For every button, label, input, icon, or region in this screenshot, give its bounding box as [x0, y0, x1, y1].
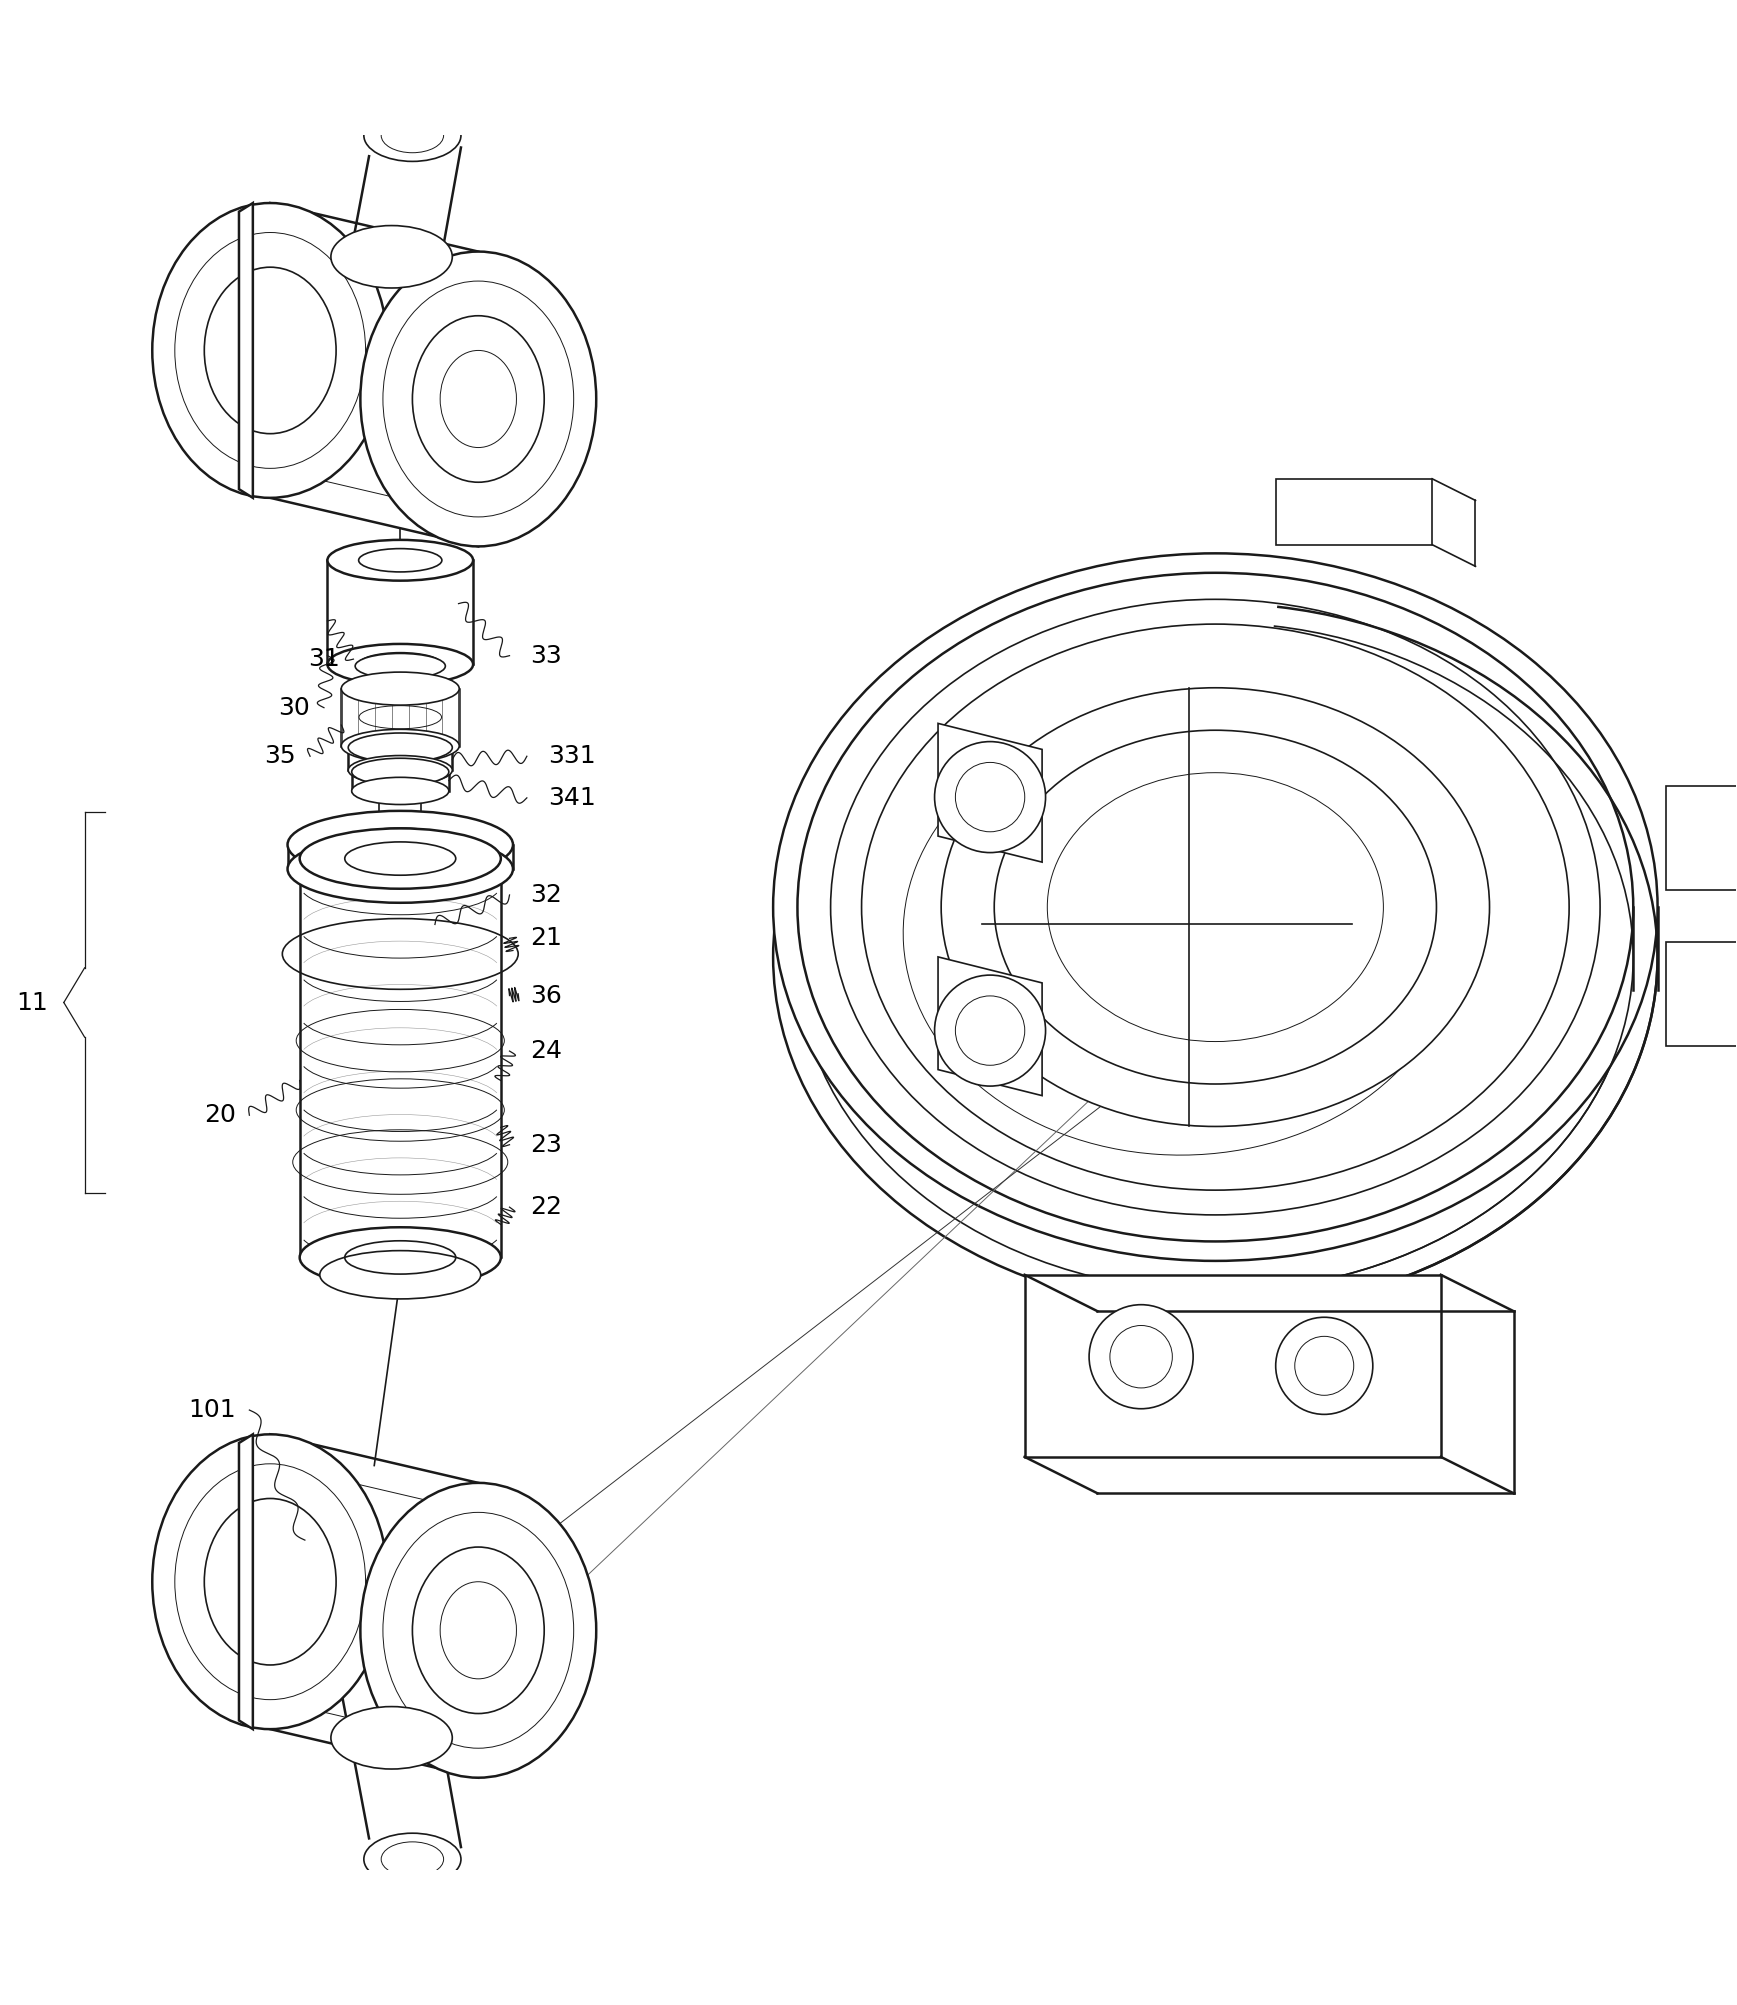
Ellipse shape [363, 110, 460, 160]
Ellipse shape [288, 836, 512, 902]
Ellipse shape [301, 828, 500, 888]
Ellipse shape [941, 688, 1490, 1127]
Text: 341: 341 [547, 786, 596, 810]
Ellipse shape [340, 672, 459, 706]
Text: 32: 32 [530, 882, 563, 906]
Ellipse shape [301, 1227, 500, 1287]
Ellipse shape [382, 281, 573, 517]
Polygon shape [1666, 786, 1737, 890]
Ellipse shape [330, 1706, 452, 1768]
Ellipse shape [330, 227, 452, 289]
Text: 101: 101 [188, 1397, 236, 1422]
Text: 31: 31 [307, 648, 339, 672]
Text: 23: 23 [530, 1133, 563, 1157]
Text: 21: 21 [530, 926, 563, 950]
Text: 11: 11 [17, 990, 49, 1015]
Ellipse shape [347, 734, 452, 762]
Ellipse shape [327, 539, 472, 581]
Text: 20: 20 [203, 1103, 236, 1127]
Ellipse shape [862, 624, 1569, 1191]
Ellipse shape [935, 974, 1046, 1087]
Polygon shape [938, 956, 1042, 1095]
Ellipse shape [327, 644, 472, 686]
Text: 24: 24 [530, 1039, 563, 1063]
Text: 30: 30 [278, 696, 311, 720]
Text: 331: 331 [547, 744, 596, 768]
Polygon shape [1277, 479, 1431, 545]
Ellipse shape [175, 233, 365, 469]
Text: 35: 35 [264, 744, 297, 768]
Ellipse shape [1275, 1317, 1372, 1414]
Ellipse shape [175, 1464, 365, 1700]
Ellipse shape [153, 1434, 387, 1728]
Text: 22: 22 [530, 1195, 563, 1219]
Polygon shape [1666, 942, 1737, 1047]
Polygon shape [240, 203, 254, 497]
Ellipse shape [351, 758, 448, 786]
Ellipse shape [347, 756, 452, 784]
Ellipse shape [1089, 1305, 1193, 1410]
Ellipse shape [354, 654, 445, 678]
Ellipse shape [320, 1251, 481, 1299]
Ellipse shape [354, 674, 445, 700]
Ellipse shape [797, 573, 1633, 1241]
Ellipse shape [340, 730, 459, 762]
Ellipse shape [830, 599, 1600, 1215]
Polygon shape [938, 724, 1042, 862]
Ellipse shape [382, 1512, 573, 1748]
Ellipse shape [360, 1484, 596, 1778]
Text: 36: 36 [530, 984, 563, 1009]
Ellipse shape [994, 730, 1436, 1085]
Text: 33: 33 [530, 644, 563, 668]
Polygon shape [1025, 1275, 1440, 1458]
Polygon shape [240, 1434, 254, 1728]
Ellipse shape [288, 810, 512, 878]
Ellipse shape [773, 553, 1657, 1261]
Ellipse shape [360, 251, 596, 547]
Ellipse shape [153, 203, 387, 497]
Ellipse shape [935, 742, 1046, 852]
Ellipse shape [351, 778, 448, 804]
Ellipse shape [363, 1833, 460, 1885]
